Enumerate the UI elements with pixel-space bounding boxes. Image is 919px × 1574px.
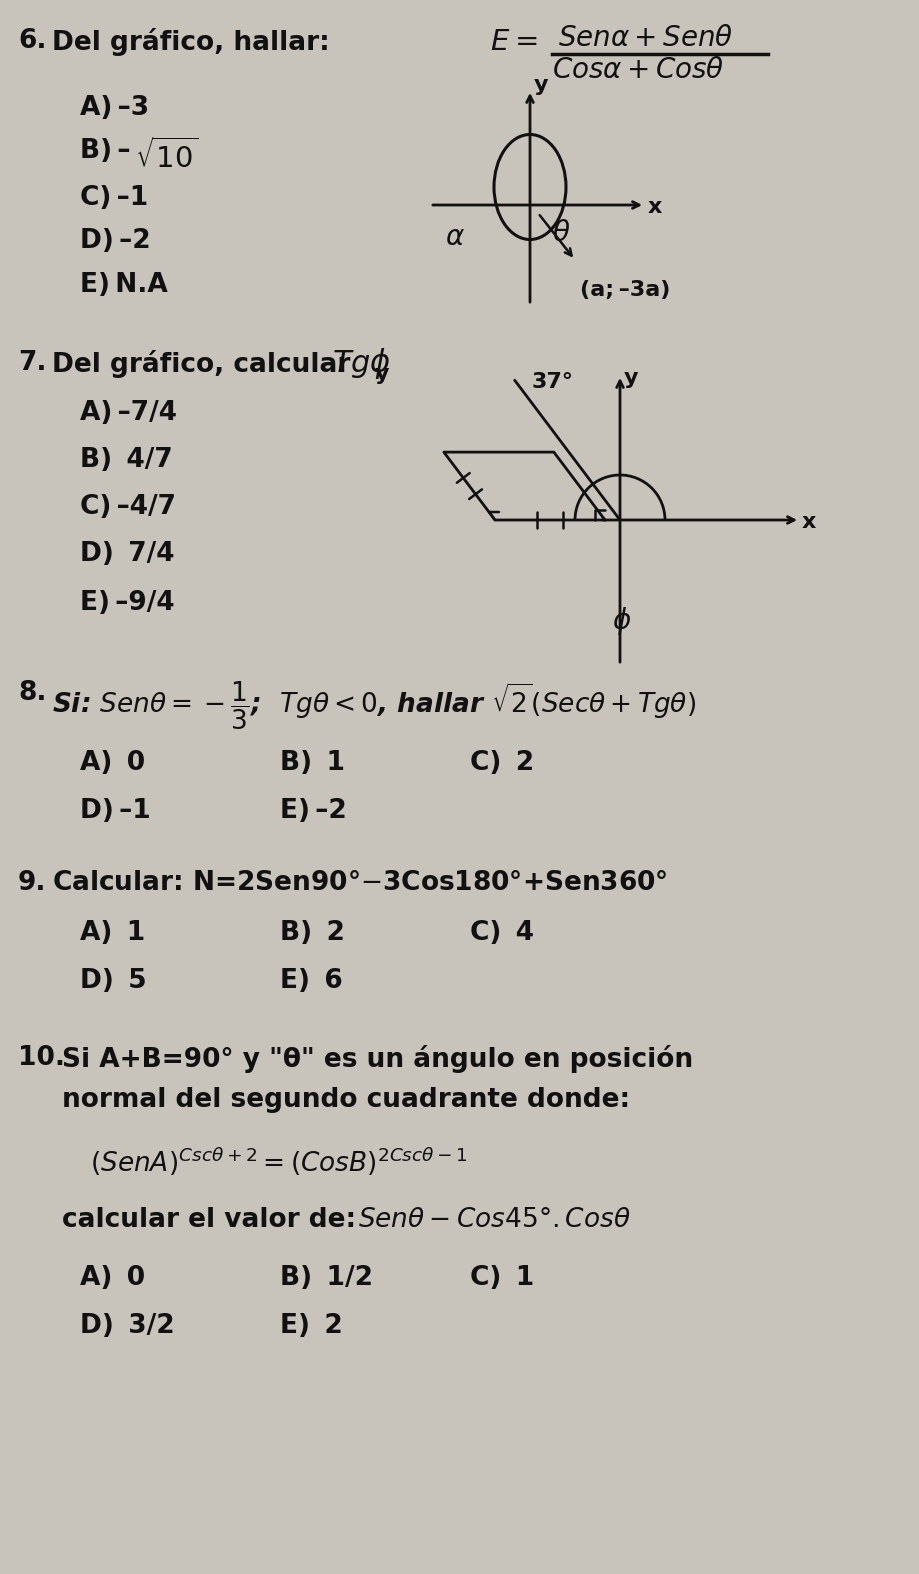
Text: y: y xyxy=(375,364,389,384)
Text: A) –3: A) –3 xyxy=(80,94,149,121)
Text: $Sen\theta - Cos45°.Cos\theta$: $Sen\theta - Cos45°.Cos\theta$ xyxy=(357,1207,630,1232)
Text: $(SenA)^{Csc\theta+2} = (CosB)^{2Csc\theta-1}$: $(SenA)^{Csc\theta+2} = (CosB)^{2Csc\the… xyxy=(90,1144,467,1177)
Text: $\sqrt{10}$: $\sqrt{10}$ xyxy=(135,139,199,173)
Text: $\theta$: $\theta$ xyxy=(551,219,570,247)
Text: 9.: 9. xyxy=(18,870,47,896)
Text: x: x xyxy=(801,512,815,532)
Text: $E =$: $E =$ xyxy=(490,28,537,57)
Text: 37°: 37° xyxy=(531,371,573,392)
Text: y: y xyxy=(623,368,638,389)
Text: normal del segundo cuadrante donde:: normal del segundo cuadrante donde: xyxy=(62,1088,630,1113)
Text: 7.: 7. xyxy=(18,349,47,376)
Text: x: x xyxy=(647,197,662,217)
Text: E) –9/4: E) –9/4 xyxy=(80,590,175,615)
Text: $\phi$: $\phi$ xyxy=(611,604,630,637)
Text: D)  7/4: D) 7/4 xyxy=(80,541,175,567)
Text: calcular el valor de:: calcular el valor de: xyxy=(62,1207,356,1232)
Text: D) –1: D) –1 xyxy=(80,798,151,825)
Text: D) –2: D) –2 xyxy=(80,228,151,253)
Text: 10.: 10. xyxy=(18,1045,65,1070)
Text: E) N.A: E) N.A xyxy=(80,272,167,297)
Text: A)  0: A) 0 xyxy=(80,749,145,776)
Text: C) –1: C) –1 xyxy=(80,186,148,211)
Text: B)  1: B) 1 xyxy=(279,749,345,776)
Text: D)  5: D) 5 xyxy=(80,968,146,995)
Text: Si: $Sen\theta = -\dfrac{1}{3}$;  $Tg\theta < 0$, hallar $\sqrt{2}(Sec\theta + T: Si: $Sen\theta = -\dfrac{1}{3}$; $Tg\the… xyxy=(52,680,696,732)
Text: D)  3/2: D) 3/2 xyxy=(80,1313,175,1339)
Text: E) –2: E) –2 xyxy=(279,798,346,825)
Text: (a; –3a): (a; –3a) xyxy=(579,280,670,301)
Text: Calcular: N=2Sen90°$-$3Cos180°+Sen360°: Calcular: N=2Sen90°$-$3Cos180°+Sen360° xyxy=(52,870,667,896)
Text: C) –4/7: C) –4/7 xyxy=(80,494,176,519)
Text: Del gráfico, hallar:: Del gráfico, hallar: xyxy=(52,28,329,57)
Text: B)  1/2: B) 1/2 xyxy=(279,1265,372,1291)
Text: 8.: 8. xyxy=(18,680,47,707)
Text: y: y xyxy=(533,76,548,94)
Text: $Tg\phi$: $Tg\phi$ xyxy=(332,346,391,381)
Text: A) –7/4: A) –7/4 xyxy=(80,400,176,427)
Text: $Sen\alpha + Sen\theta$: $Sen\alpha + Sen\theta$ xyxy=(558,24,732,52)
Text: Del gráfico, calcular: Del gráfico, calcular xyxy=(52,349,359,378)
Text: B) –: B) – xyxy=(80,139,130,164)
Text: B)  4/7: B) 4/7 xyxy=(80,447,173,474)
Text: C)  2: C) 2 xyxy=(470,749,534,776)
Text: A)  0: A) 0 xyxy=(80,1265,145,1291)
Text: Si A+B=90° y "θ" es un ángulo en posición: Si A+B=90° y "θ" es un ángulo en posició… xyxy=(62,1045,692,1073)
Text: A)  1: A) 1 xyxy=(80,919,145,946)
Text: $\alpha$: $\alpha$ xyxy=(445,224,464,250)
Text: B)  2: B) 2 xyxy=(279,919,345,946)
Text: C)  1: C) 1 xyxy=(470,1265,534,1291)
Text: 6.: 6. xyxy=(18,28,47,54)
Text: E)  6: E) 6 xyxy=(279,968,343,995)
Text: E)  2: E) 2 xyxy=(279,1313,343,1339)
Text: C)  4: C) 4 xyxy=(470,919,533,946)
Text: $Cos\alpha + Cos\theta$: $Cos\alpha + Cos\theta$ xyxy=(551,57,723,83)
